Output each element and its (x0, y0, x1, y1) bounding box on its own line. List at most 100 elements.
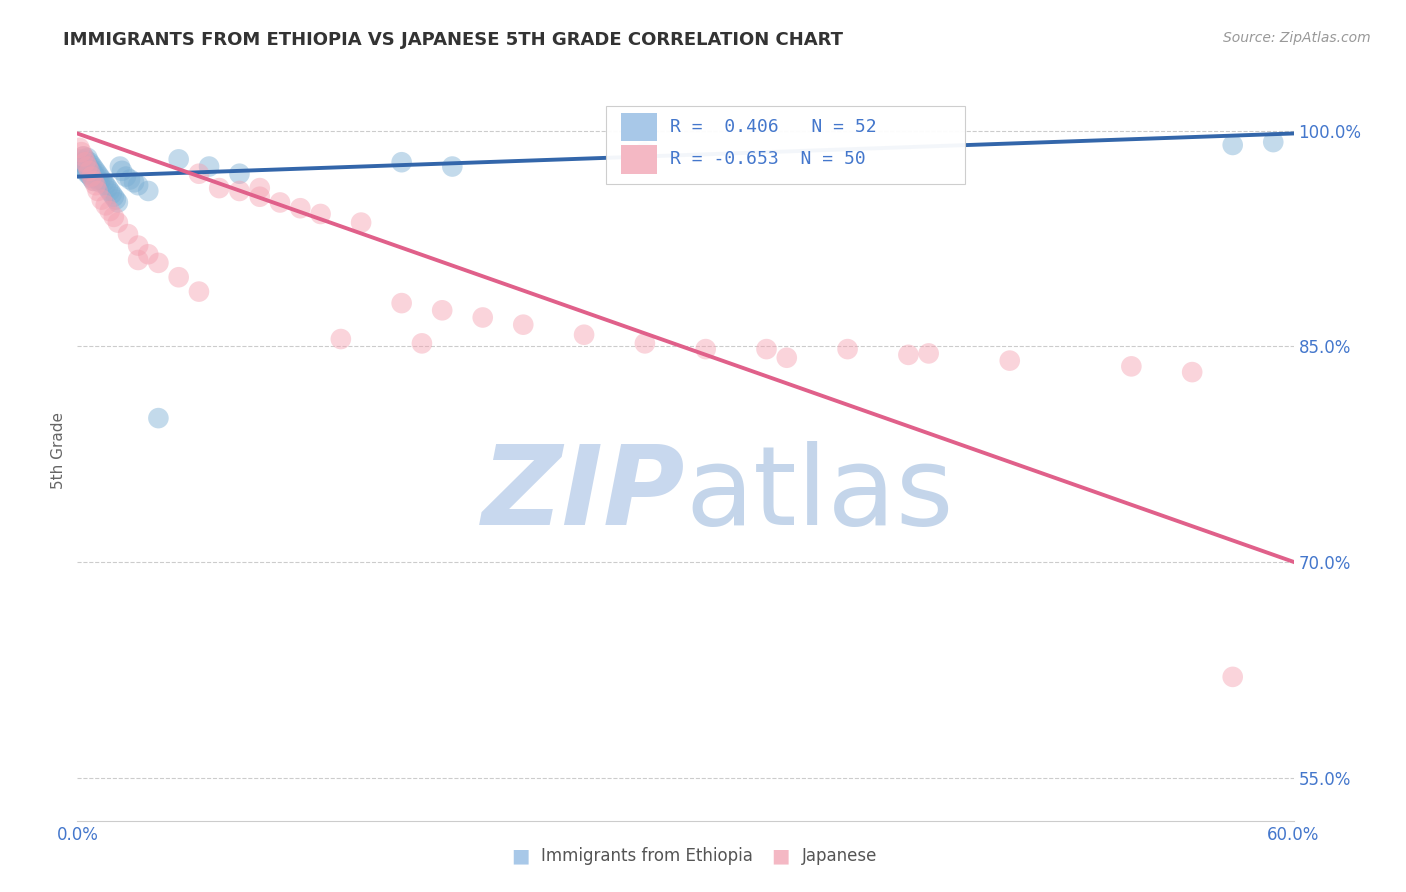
Y-axis label: 5th Grade: 5th Grade (51, 412, 66, 489)
Point (290, 201, 312, 215)
Point (79, 168, 101, 182)
Point (127, 178, 149, 193)
Point (93, 175, 115, 189)
Point (76, 151, 98, 165)
Point (84, 164, 107, 178)
Point (83, 167, 105, 181)
Point (72, 161, 94, 175)
Point (72, 149, 94, 163)
Point (471, 310, 494, 325)
Point (75, 153, 97, 167)
Point (83, 174, 105, 188)
Point (148, 256, 170, 270)
Point (117, 227, 139, 241)
Point (634, 145, 657, 160)
Point (136, 184, 159, 198)
Point (80, 171, 103, 186)
Point (76, 167, 98, 181)
Point (391, 296, 413, 310)
Point (837, 342, 859, 356)
Point (67, 141, 90, 155)
Point (755, 342, 778, 356)
Point (101, 186, 124, 201)
Point (103, 190, 125, 204)
Point (103, 210, 125, 224)
Point (441, 160, 464, 174)
Point (208, 181, 231, 195)
Point (79, 155, 101, 169)
Text: atlas: atlas (686, 442, 953, 549)
Point (80, 158, 103, 172)
Point (127, 252, 149, 267)
Point (430, 303, 453, 318)
Point (83, 161, 105, 175)
Point (89, 175, 111, 189)
Point (90, 172, 112, 186)
Point (391, 155, 413, 169)
Text: ZIP: ZIP (482, 442, 686, 549)
Point (122, 175, 145, 189)
Point (118, 172, 141, 186)
Point (107, 216, 129, 230)
Point (75, 158, 97, 172)
Point (67, 153, 90, 167)
Point (350, 216, 373, 230)
Point (70, 155, 93, 169)
Text: R =  0.406   N = 52: R = 0.406 N = 52 (669, 118, 876, 136)
Text: ■: ■ (510, 847, 530, 865)
Point (98, 184, 121, 198)
Point (329, 332, 352, 346)
Point (634, 336, 657, 351)
Point (70, 160, 93, 174)
Point (70, 145, 93, 160)
Point (1222, 138, 1244, 153)
Point (309, 207, 332, 221)
Point (228, 184, 250, 198)
Point (198, 160, 221, 174)
Point (86, 184, 108, 198)
Point (75, 164, 97, 178)
Point (167, 153, 190, 167)
Point (107, 195, 129, 210)
Text: IMMIGRANTS FROM ETHIOPIA VS JAPANESE 5TH GRADE CORRELATION CHART: IMMIGRANTS FROM ETHIOPIA VS JAPANESE 5TH… (63, 31, 844, 49)
Point (76, 160, 98, 174)
Point (1121, 359, 1143, 374)
Point (75, 155, 97, 169)
Point (97, 181, 120, 195)
Point (1263, 135, 1285, 149)
Point (98, 204, 121, 219)
Text: ■: ■ (770, 847, 790, 865)
Point (269, 195, 291, 210)
Point (72, 149, 94, 163)
Point (572, 327, 595, 342)
FancyBboxPatch shape (606, 106, 965, 184)
Point (1222, 670, 1244, 684)
Point (86, 172, 108, 186)
Point (90, 193, 112, 207)
Point (83, 174, 105, 188)
Point (249, 190, 271, 204)
Text: R = -0.653  N = 50: R = -0.653 N = 50 (669, 151, 865, 169)
Point (148, 411, 170, 425)
Point (72, 156, 94, 170)
Bar (621, 145, 658, 174)
Point (411, 336, 433, 351)
Point (695, 342, 717, 356)
Point (136, 247, 159, 261)
Point (79, 164, 101, 178)
Text: Immigrants from Ethiopia: Immigrants from Ethiopia (541, 847, 754, 865)
Point (84, 169, 107, 184)
Point (167, 270, 190, 285)
Point (80, 169, 103, 184)
Bar (621, 113, 658, 141)
Point (76, 160, 98, 174)
Text: Japanese: Japanese (801, 847, 877, 865)
Point (108, 160, 131, 174)
Point (228, 167, 250, 181)
Point (104, 193, 127, 207)
Point (79, 161, 101, 175)
Point (776, 351, 799, 365)
Point (127, 238, 149, 252)
Point (998, 353, 1021, 368)
Point (918, 346, 941, 360)
